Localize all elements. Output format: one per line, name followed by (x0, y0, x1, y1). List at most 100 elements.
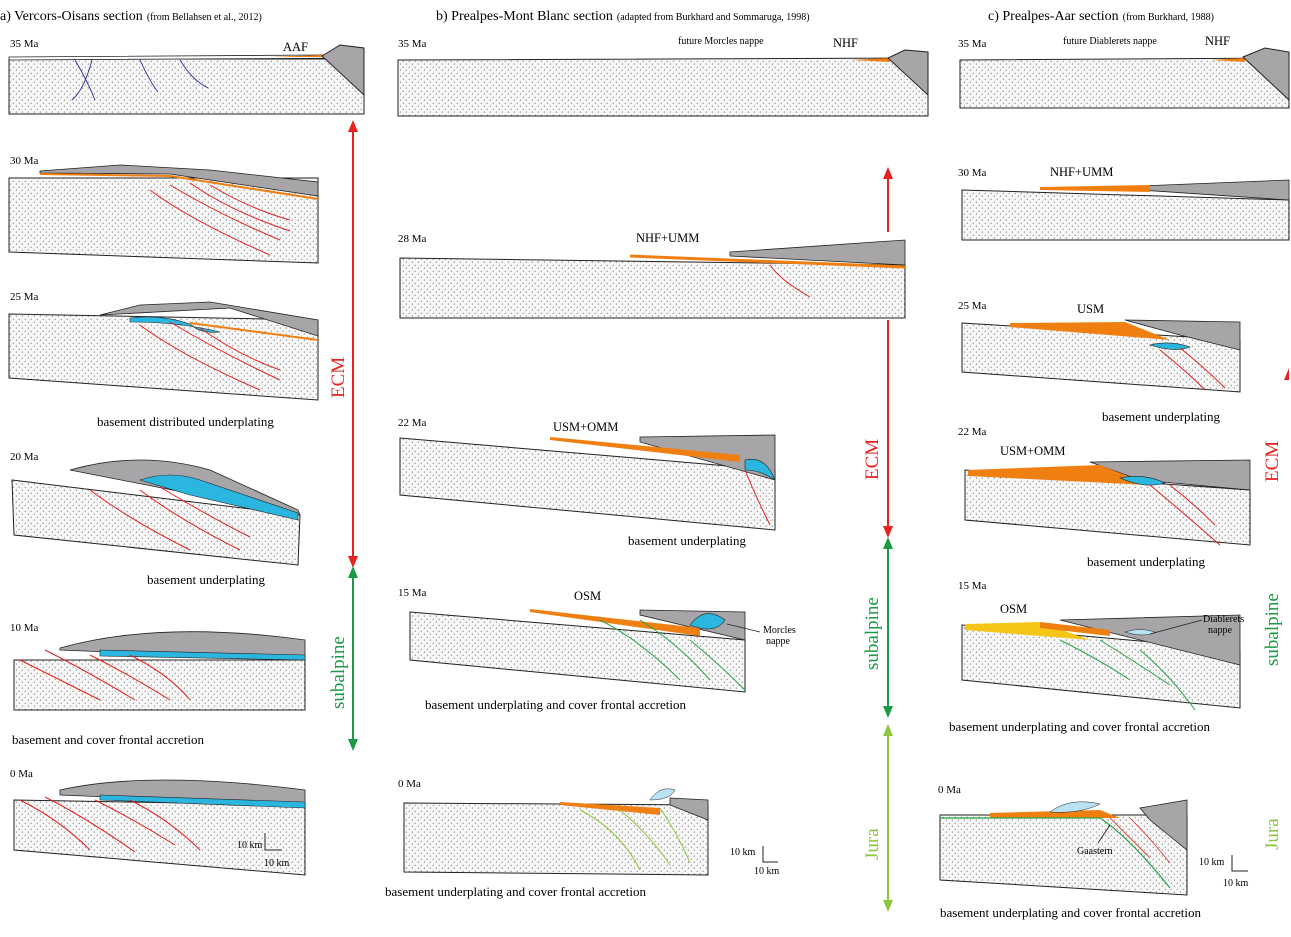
nappe (99, 649, 306, 661)
molasse-layer (550, 437, 740, 462)
phase-label: ECM (328, 357, 349, 398)
normal-faults (71, 59, 209, 101)
upper-plate (59, 779, 306, 806)
section-b-28: 28 Ma NHF+UMM (398, 231, 906, 319)
molasse-layer (530, 609, 700, 636)
stage-age: 0 Ma (398, 778, 421, 790)
basement-block (399, 257, 906, 319)
molasse-layer (1010, 322, 1170, 340)
basement-block (403, 802, 709, 876)
section-c-22: 22 Ma USM+OMM basement underplating (958, 426, 1251, 569)
upper-plate (1089, 459, 1251, 491)
section-label: Gaastern (1077, 846, 1113, 857)
upper-plate (729, 239, 906, 266)
upper-plate (59, 631, 306, 661)
stage-caption: basement underplating (1087, 554, 1206, 569)
stage-caption: basement underplating and cover frontal … (940, 905, 1201, 920)
stage-age: 25 Ma (958, 300, 987, 312)
stage-age: 20 Ma (10, 451, 39, 463)
stage-caption: basement underplating and cover frontal … (949, 719, 1210, 734)
section-b-0: 0 Ma basement underplating and cover fro… (385, 778, 709, 899)
basement-block (409, 611, 746, 693)
stage-age: 28 Ma (398, 233, 427, 245)
scale-horizontal: 10 km (1223, 878, 1249, 889)
molasse-layer (270, 55, 324, 57)
stage-age: 25 Ma (10, 291, 39, 303)
basement-block (8, 58, 365, 115)
basement-block (8, 177, 319, 264)
nappe (649, 788, 676, 801)
stage-age: 15 Ma (398, 587, 427, 599)
nappe (689, 613, 726, 630)
phase-subalpine-c: subalpine (1262, 593, 1283, 666)
section-label: OSM (574, 589, 601, 603)
basement-block (399, 437, 776, 531)
section-label: NHF+UMM (636, 231, 699, 245)
nappe (1119, 476, 1166, 486)
section-label: NHF+UMM (1050, 165, 1113, 179)
reverse-faults (769, 264, 811, 298)
stage-age: 22 Ma (958, 426, 987, 438)
section-c-0: 0 Ma Gaastern basement underplating and … (938, 784, 1201, 920)
stage-age: 15 Ma (958, 580, 987, 592)
section-a-35: 35 Ma AAF (8, 38, 365, 115)
reverse-faults (149, 182, 291, 256)
section-a-30: 30 Ma (8, 155, 319, 264)
nappe (99, 794, 306, 809)
stage-caption: basement underplating (628, 533, 747, 548)
phase-label: Jura (1262, 818, 1283, 850)
stage-age: 35 Ma (398, 38, 427, 50)
phase-label: ECM (1262, 441, 1283, 482)
section-b-22: 22 Ma USM+OMM basement underplating (398, 417, 776, 548)
section-c-15: 15 Ma OSM Diablerets nappe basement unde… (949, 580, 1244, 734)
scale-bar-b: 10 km 10 km (730, 846, 780, 877)
section-b-35: 35 Ma future Morcles nappe NHF (397, 36, 929, 117)
stage-caption: basement distributed underplating (97, 414, 274, 429)
reverse-faults (1149, 484, 1221, 546)
stage-age: 35 Ma (10, 38, 39, 50)
basement-block (13, 659, 306, 711)
reverse-faults (1159, 347, 1226, 391)
upper-plate (1139, 799, 1188, 851)
phase-label: Jura (862, 828, 883, 860)
phase-label: subalpine (328, 636, 349, 709)
nappe (1049, 801, 1101, 813)
nappe (139, 474, 299, 521)
phase-ecm-b: ECM (862, 167, 893, 538)
section-label: Morcles (763, 625, 796, 636)
scale-vertical: 10 km (730, 847, 756, 858)
phase-jura-b: Jura (862, 724, 893, 912)
stage-caption: basement underplating (147, 572, 266, 587)
col-c-title: c) Prealpes-Aar section (from Burkhard, … (988, 7, 1214, 24)
nappe (1148, 342, 1191, 350)
stage-caption: basement and cover frontal accretion (12, 732, 205, 747)
basement-block (961, 189, 1290, 241)
section-a-20: 20 Ma basement underplating (10, 451, 301, 587)
phase-label: ECM (862, 439, 883, 480)
reverse-faults (89, 486, 251, 551)
reverse-faults (744, 469, 771, 526)
stage-age: 10 Ma (10, 622, 39, 634)
phase-ecm-c: ECM (1262, 368, 1289, 482)
section-c-25: 25 Ma USM basement underplating (958, 300, 1241, 424)
molasse-layer (850, 58, 890, 62)
nappe (129, 316, 221, 333)
molasse-layer (1210, 58, 1245, 62)
phase-ecm-a: ECM (328, 120, 358, 568)
section-label: nappe (1208, 625, 1232, 636)
molasse-layer (560, 802, 660, 815)
phase-subalpine-b: subalpine (862, 537, 893, 718)
upper-plate (321, 44, 365, 97)
nappe (744, 458, 776, 481)
col-b-title: b) Prealpes-Mont Blanc section (adapted … (436, 7, 810, 24)
basement-block (939, 814, 1188, 896)
section-c-35: 35 Ma future Diablerets nappe NHF (958, 34, 1290, 109)
basement-block (8, 313, 319, 401)
stage-age: 0 Ma (938, 784, 961, 796)
stage-caption: basement underplating and cover frontal … (425, 697, 686, 712)
stage-caption: basement underplating (1102, 409, 1221, 424)
nappe (1124, 629, 1156, 636)
molasse-yellow (965, 622, 1090, 640)
